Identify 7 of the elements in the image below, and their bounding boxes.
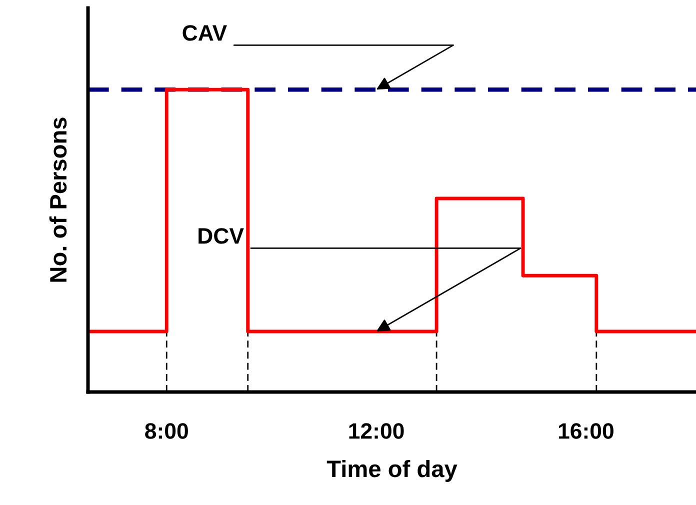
y-axis-title: No. of Persons	[49, 118, 67, 282]
x-tick-label: 16:00	[558, 423, 614, 439]
x-axis-title: Time of day	[326, 460, 458, 482]
x-tick-label: 12:00	[349, 423, 404, 439]
annotation: DCV	[198, 228, 244, 244]
annotation: CAV	[182, 25, 227, 41]
x-tick-label: 8:00	[145, 423, 188, 439]
